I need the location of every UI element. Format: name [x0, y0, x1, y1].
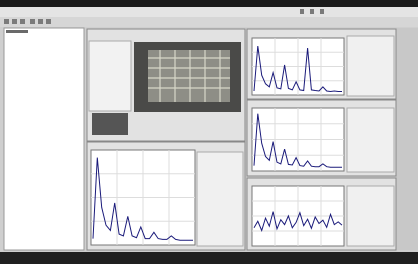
info-panel — [347, 36, 394, 96]
info-panel — [347, 108, 394, 172]
taskbar — [0, 252, 418, 264]
title-bar — [0, 0, 418, 7]
property-list[interactable] — [89, 41, 131, 111]
screen — [0, 0, 418, 264]
info-panel — [197, 152, 243, 246]
toolbar[interactable] — [0, 17, 418, 27]
info-panel — [347, 186, 394, 246]
menu-bar[interactable] — [0, 7, 418, 17]
tree-item[interactable] — [6, 30, 28, 33]
thumbnail — [92, 113, 128, 135]
tree-panel[interactable] — [4, 28, 84, 250]
side-toolbar — [396, 28, 418, 250]
